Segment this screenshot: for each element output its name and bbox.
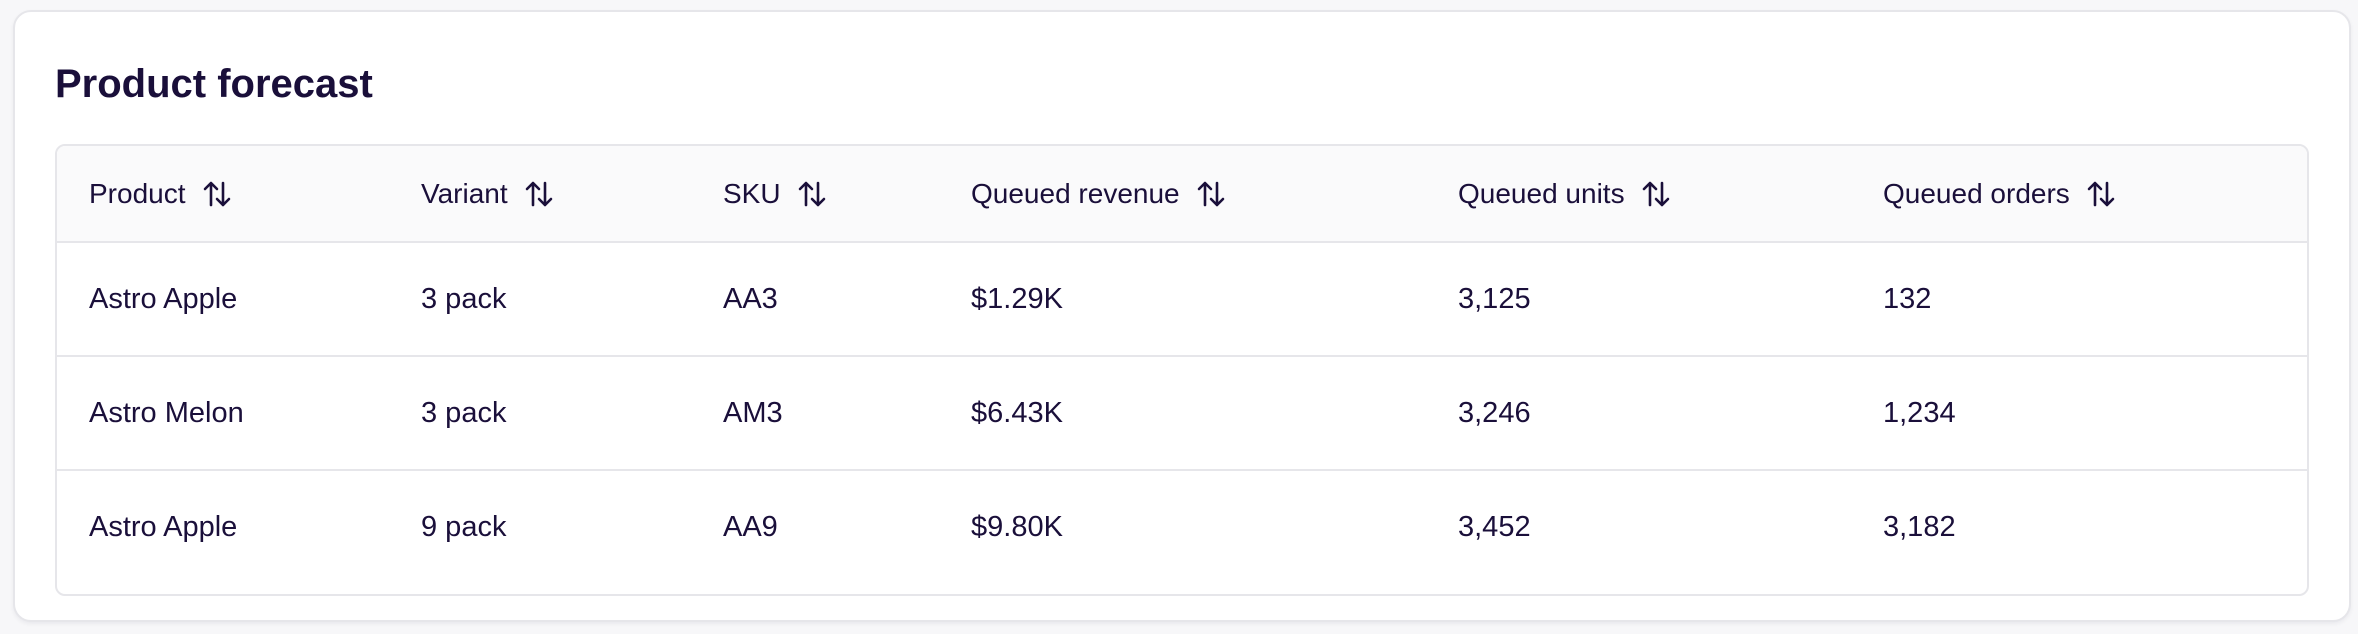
column-header-label: Queued revenue: [971, 177, 1180, 209]
column-header-label: Product: [89, 177, 186, 209]
cell-sku: AA9: [691, 469, 939, 584]
cell-product: Astro Apple: [57, 469, 389, 584]
cell-sku: AA3: [723, 282, 778, 315]
table-header-row: Product Variant: [57, 146, 2307, 243]
column-header-label: Queued units: [1458, 177, 1625, 209]
cell-product: Astro Melon: [57, 355, 389, 470]
cell-queued-units: 3,246: [1426, 355, 1851, 470]
sort-arrows-icon[interactable]: [1196, 179, 1226, 209]
cell-sku: AM3: [691, 355, 939, 470]
table-header: Product Variant: [57, 146, 2307, 243]
cell-queued-revenue: $6.43K: [939, 355, 1426, 470]
product-forecast-card: Product forecast Product: [13, 10, 2351, 622]
cell-queued-orders: 3,182: [1851, 469, 2307, 584]
cell-queued-revenue: $1.29K: [971, 282, 1063, 315]
table-body: Astro Apple 3 pack AA3 $1.29K 3,125 132 …: [57, 242, 2307, 584]
table-row: Astro Melon 3 pack AM3 $6.43K 3,246 1,23…: [57, 355, 2307, 470]
cell-product: Astro Apple: [89, 282, 238, 315]
column-header-sku[interactable]: SKU: [691, 146, 939, 243]
cell-variant: 9 pack: [389, 469, 691, 584]
cell-variant: 3 pack: [421, 282, 507, 315]
cell-queued-revenue: $9.80K: [939, 469, 1426, 584]
cell-queued-orders: 132: [1883, 282, 1932, 315]
column-header-queued-revenue[interactable]: Queued revenue: [939, 146, 1426, 243]
cell-queued-units: 3,125: [1458, 282, 1531, 315]
column-header-label: Queued orders: [1883, 177, 2070, 209]
sort-arrows-icon[interactable]: [1641, 179, 1671, 209]
forecast-table: Product Variant: [57, 146, 2307, 584]
column-header-queued-units[interactable]: Queued units: [1426, 146, 1851, 243]
forecast-table-container: Product Variant: [55, 144, 2309, 596]
sort-arrows-icon[interactable]: [2086, 179, 2116, 209]
cell-queued-units: 3,452: [1426, 469, 1851, 584]
column-header-label: Variant: [421, 177, 508, 209]
column-header-variant[interactable]: Variant: [389, 146, 691, 243]
column-header-product[interactable]: Product: [57, 146, 389, 243]
sort-arrows-icon[interactable]: [202, 179, 232, 209]
table-row: Astro Apple 9 pack AA9 $9.80K 3,452 3,18…: [57, 469, 2307, 584]
sort-arrows-icon[interactable]: [797, 179, 827, 209]
sort-arrows-icon[interactable]: [524, 179, 554, 209]
column-header-label: SKU: [723, 177, 781, 209]
cell-variant: 3 pack: [389, 355, 691, 470]
column-header-queued-orders[interactable]: Queued orders: [1851, 146, 2307, 243]
card-title: Product forecast: [55, 62, 373, 106]
table-row: Astro Apple 3 pack AA3 $1.29K 3,125 132: [57, 242, 2307, 356]
cell-queued-orders: 1,234: [1851, 355, 2307, 470]
